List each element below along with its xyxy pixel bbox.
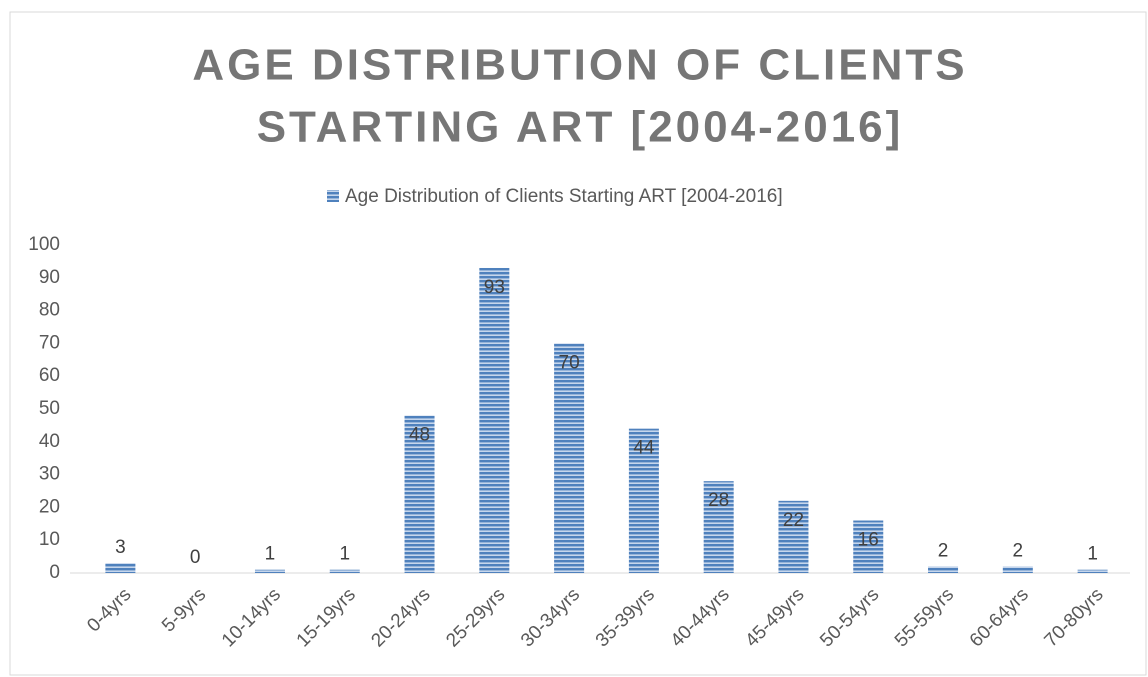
legend-label: Age Distribution of Clients Starting ART…	[345, 186, 783, 207]
y-tick-label: 90	[39, 267, 60, 288]
data-label: 2	[1013, 540, 1024, 561]
bar	[778, 500, 809, 573]
data-label: 1	[1087, 544, 1098, 565]
y-tick-label: 70	[39, 332, 60, 353]
data-label: 48	[409, 425, 430, 446]
bar	[329, 569, 360, 573]
data-label: 44	[633, 438, 655, 459]
bar	[853, 520, 884, 573]
bar	[928, 566, 959, 573]
bar	[479, 267, 510, 573]
data-label: 16	[858, 530, 879, 551]
data-label: 70	[559, 352, 580, 373]
y-tick-label: 60	[39, 365, 60, 386]
bar	[1077, 569, 1108, 573]
y-tick-label: 40	[39, 431, 60, 452]
data-label: 1	[265, 544, 276, 565]
bar	[254, 569, 285, 573]
data-label: 22	[783, 510, 804, 531]
legend-swatch	[327, 190, 339, 202]
data-label: 2	[938, 540, 949, 561]
data-label: 1	[339, 544, 350, 565]
bar	[554, 343, 585, 573]
bar	[628, 428, 659, 573]
data-label: 0	[190, 547, 201, 568]
y-tick-label: 80	[39, 300, 60, 321]
y-tick-label: 0	[49, 562, 60, 583]
y-tick-label: 10	[39, 529, 60, 550]
chart-title: AGE DISTRIBUTION OF CLIENTS	[192, 41, 967, 90]
bar	[703, 481, 734, 573]
data-label: 28	[708, 490, 729, 511]
data-label: 93	[484, 277, 505, 298]
y-tick-label: 20	[39, 496, 60, 517]
bar	[105, 563, 136, 573]
bar	[1002, 566, 1033, 573]
y-tick-label: 100	[28, 234, 60, 255]
bar	[404, 415, 435, 573]
data-label: 3	[115, 537, 126, 558]
y-tick-label: 50	[39, 398, 60, 419]
chart-title: STARTING ART [2004-2016]	[257, 103, 904, 152]
y-tick-label: 30	[39, 464, 60, 485]
